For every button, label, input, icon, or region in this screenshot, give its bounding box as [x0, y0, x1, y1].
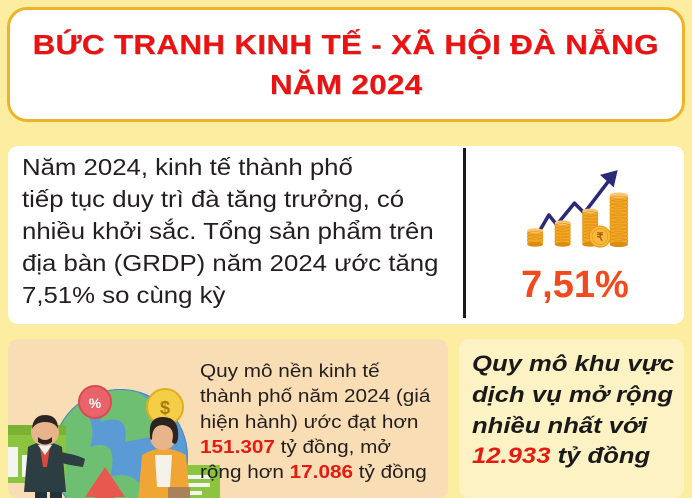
svg-text:$: $: [160, 398, 170, 418]
svg-text:%: %: [89, 395, 102, 411]
svg-text:₹: ₹: [596, 231, 603, 243]
